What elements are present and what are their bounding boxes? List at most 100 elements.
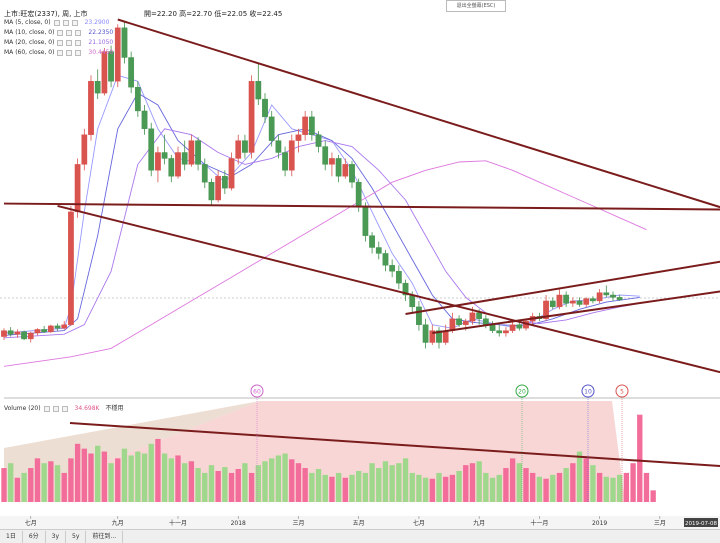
x-tick-label: 九月 bbox=[473, 519, 485, 527]
volume-bar bbox=[302, 468, 308, 502]
x-tick-label: 七月 bbox=[413, 519, 425, 527]
chart-canvas[interactable]: 七月 九月 十一月 2018 三月 五月 七月 九月 十一月 2019 三月 2019-07-08 6… bbox=[0, 0, 720, 529]
candle-body bbox=[228, 158, 235, 189]
volume-bar bbox=[68, 458, 74, 502]
volume-bar bbox=[356, 470, 362, 502]
candle-body bbox=[27, 332, 34, 340]
legend-toggle-icon[interactable] bbox=[57, 40, 64, 46]
candle-body bbox=[382, 253, 389, 266]
legend-toggle-icon[interactable] bbox=[71, 20, 78, 26]
price-grid bbox=[0, 297, 720, 399]
candle-body bbox=[1, 330, 7, 337]
candle-body bbox=[436, 330, 442, 343]
volume-legend-extra: 不穩用 bbox=[105, 405, 124, 412]
candle-body bbox=[41, 329, 48, 333]
legend-toggle-icon[interactable] bbox=[75, 40, 82, 46]
volume-bar bbox=[182, 463, 188, 502]
candle-body bbox=[255, 81, 262, 100]
ma-badge[interactable] bbox=[581, 384, 595, 398]
period-button-1[interactable]: 6分 bbox=[23, 530, 46, 543]
volume-bar bbox=[115, 458, 121, 502]
volume-bar bbox=[382, 461, 389, 502]
candle-body bbox=[349, 164, 355, 183]
volume-bar bbox=[74, 443, 81, 502]
volume-bar bbox=[650, 490, 656, 502]
trend-line-2 bbox=[57, 204, 720, 374]
volume-bar bbox=[376, 468, 382, 502]
volume-bar bbox=[128, 455, 134, 502]
legend-toggle-icon[interactable] bbox=[53, 20, 60, 26]
legend-toggle-icon[interactable] bbox=[57, 50, 64, 56]
volume-bar bbox=[262, 461, 268, 502]
volume-bar bbox=[389, 465, 395, 502]
volume-bar bbox=[463, 465, 469, 502]
candle-body bbox=[195, 140, 201, 165]
volume-bar bbox=[155, 438, 161, 502]
volume-bar bbox=[409, 472, 415, 502]
trend-line-1 bbox=[3, 202, 720, 211]
candle-body bbox=[563, 294, 570, 304]
volume-bar bbox=[215, 470, 221, 502]
volume-area bbox=[1, 401, 656, 502]
volume-bar bbox=[148, 443, 154, 502]
legend-toggle-icon[interactable] bbox=[75, 50, 82, 56]
ma-legend-label: MA (5, close, 0) bbox=[4, 19, 51, 26]
candle-body bbox=[429, 330, 436, 343]
legend-toggle-icon[interactable] bbox=[43, 406, 50, 412]
volume-bar bbox=[596, 472, 603, 502]
candle-body bbox=[302, 116, 309, 135]
volume-bar bbox=[108, 463, 114, 502]
candle-body bbox=[54, 325, 61, 329]
candle-body bbox=[543, 300, 549, 319]
period-button-0[interactable]: 1日 bbox=[0, 530, 23, 543]
candle-body bbox=[88, 81, 94, 135]
legend-toggle-icon[interactable] bbox=[57, 30, 64, 36]
ma-badge[interactable] bbox=[250, 384, 264, 398]
legend-toggle-icon[interactable] bbox=[75, 30, 82, 36]
legend-toggle-icon[interactable] bbox=[62, 20, 69, 26]
period-button-2[interactable]: 3y bbox=[46, 530, 67, 543]
volume-bar bbox=[255, 465, 261, 502]
period-button-4[interactable]: 前往到... bbox=[86, 530, 124, 543]
last-date-label: 2019-07-08 bbox=[685, 521, 717, 527]
volume-legend-value: 34.698K bbox=[74, 405, 100, 412]
ma-badge[interactable] bbox=[515, 384, 529, 398]
candle-body bbox=[221, 176, 228, 189]
candle-body bbox=[181, 152, 188, 165]
volume-bar bbox=[362, 472, 369, 502]
volume-legend-label: Volume (20) bbox=[4, 405, 41, 412]
volume-bar bbox=[322, 474, 328, 502]
candle-body bbox=[362, 205, 369, 236]
volume-bar bbox=[576, 451, 583, 502]
volume-bar bbox=[396, 463, 402, 502]
ma-legend-value: 21.1050 bbox=[88, 39, 114, 46]
volume-bar bbox=[81, 448, 87, 502]
volume-bar bbox=[295, 463, 302, 502]
period-button-3[interactable]: 5y bbox=[66, 530, 87, 543]
exit-fullscreen-button[interactable]: 退出全螢幕(ESC) bbox=[446, 0, 506, 12]
candle-body bbox=[308, 116, 315, 135]
volume-bar bbox=[590, 465, 596, 502]
candle-body bbox=[248, 81, 255, 153]
legend-toggle-icon[interactable] bbox=[66, 30, 73, 36]
legend-toggle-icon[interactable] bbox=[66, 40, 73, 46]
candle-body bbox=[47, 325, 54, 333]
candle-body bbox=[208, 181, 215, 201]
volume-bar bbox=[208, 465, 215, 502]
ohlc-readout: 開=22.20 高=22.70 低=22.05 收=22.45 bbox=[144, 10, 283, 18]
candle-body bbox=[295, 134, 302, 141]
ma-badge[interactable] bbox=[615, 384, 629, 398]
candle-body bbox=[556, 294, 563, 308]
candle-body bbox=[596, 292, 603, 302]
candle-body bbox=[161, 152, 168, 159]
volume-bar bbox=[228, 472, 235, 502]
legend-toggle-icon[interactable] bbox=[61, 406, 68, 412]
legend-toggle-icon[interactable] bbox=[66, 50, 73, 56]
candle-body bbox=[335, 158, 342, 177]
volume-bar bbox=[543, 478, 549, 502]
candle-body bbox=[235, 140, 242, 159]
candle-body bbox=[402, 282, 409, 296]
volume-bar bbox=[282, 453, 288, 502]
x-tick-label: 九月 bbox=[112, 519, 124, 527]
legend-toggle-icon[interactable] bbox=[52, 406, 59, 412]
